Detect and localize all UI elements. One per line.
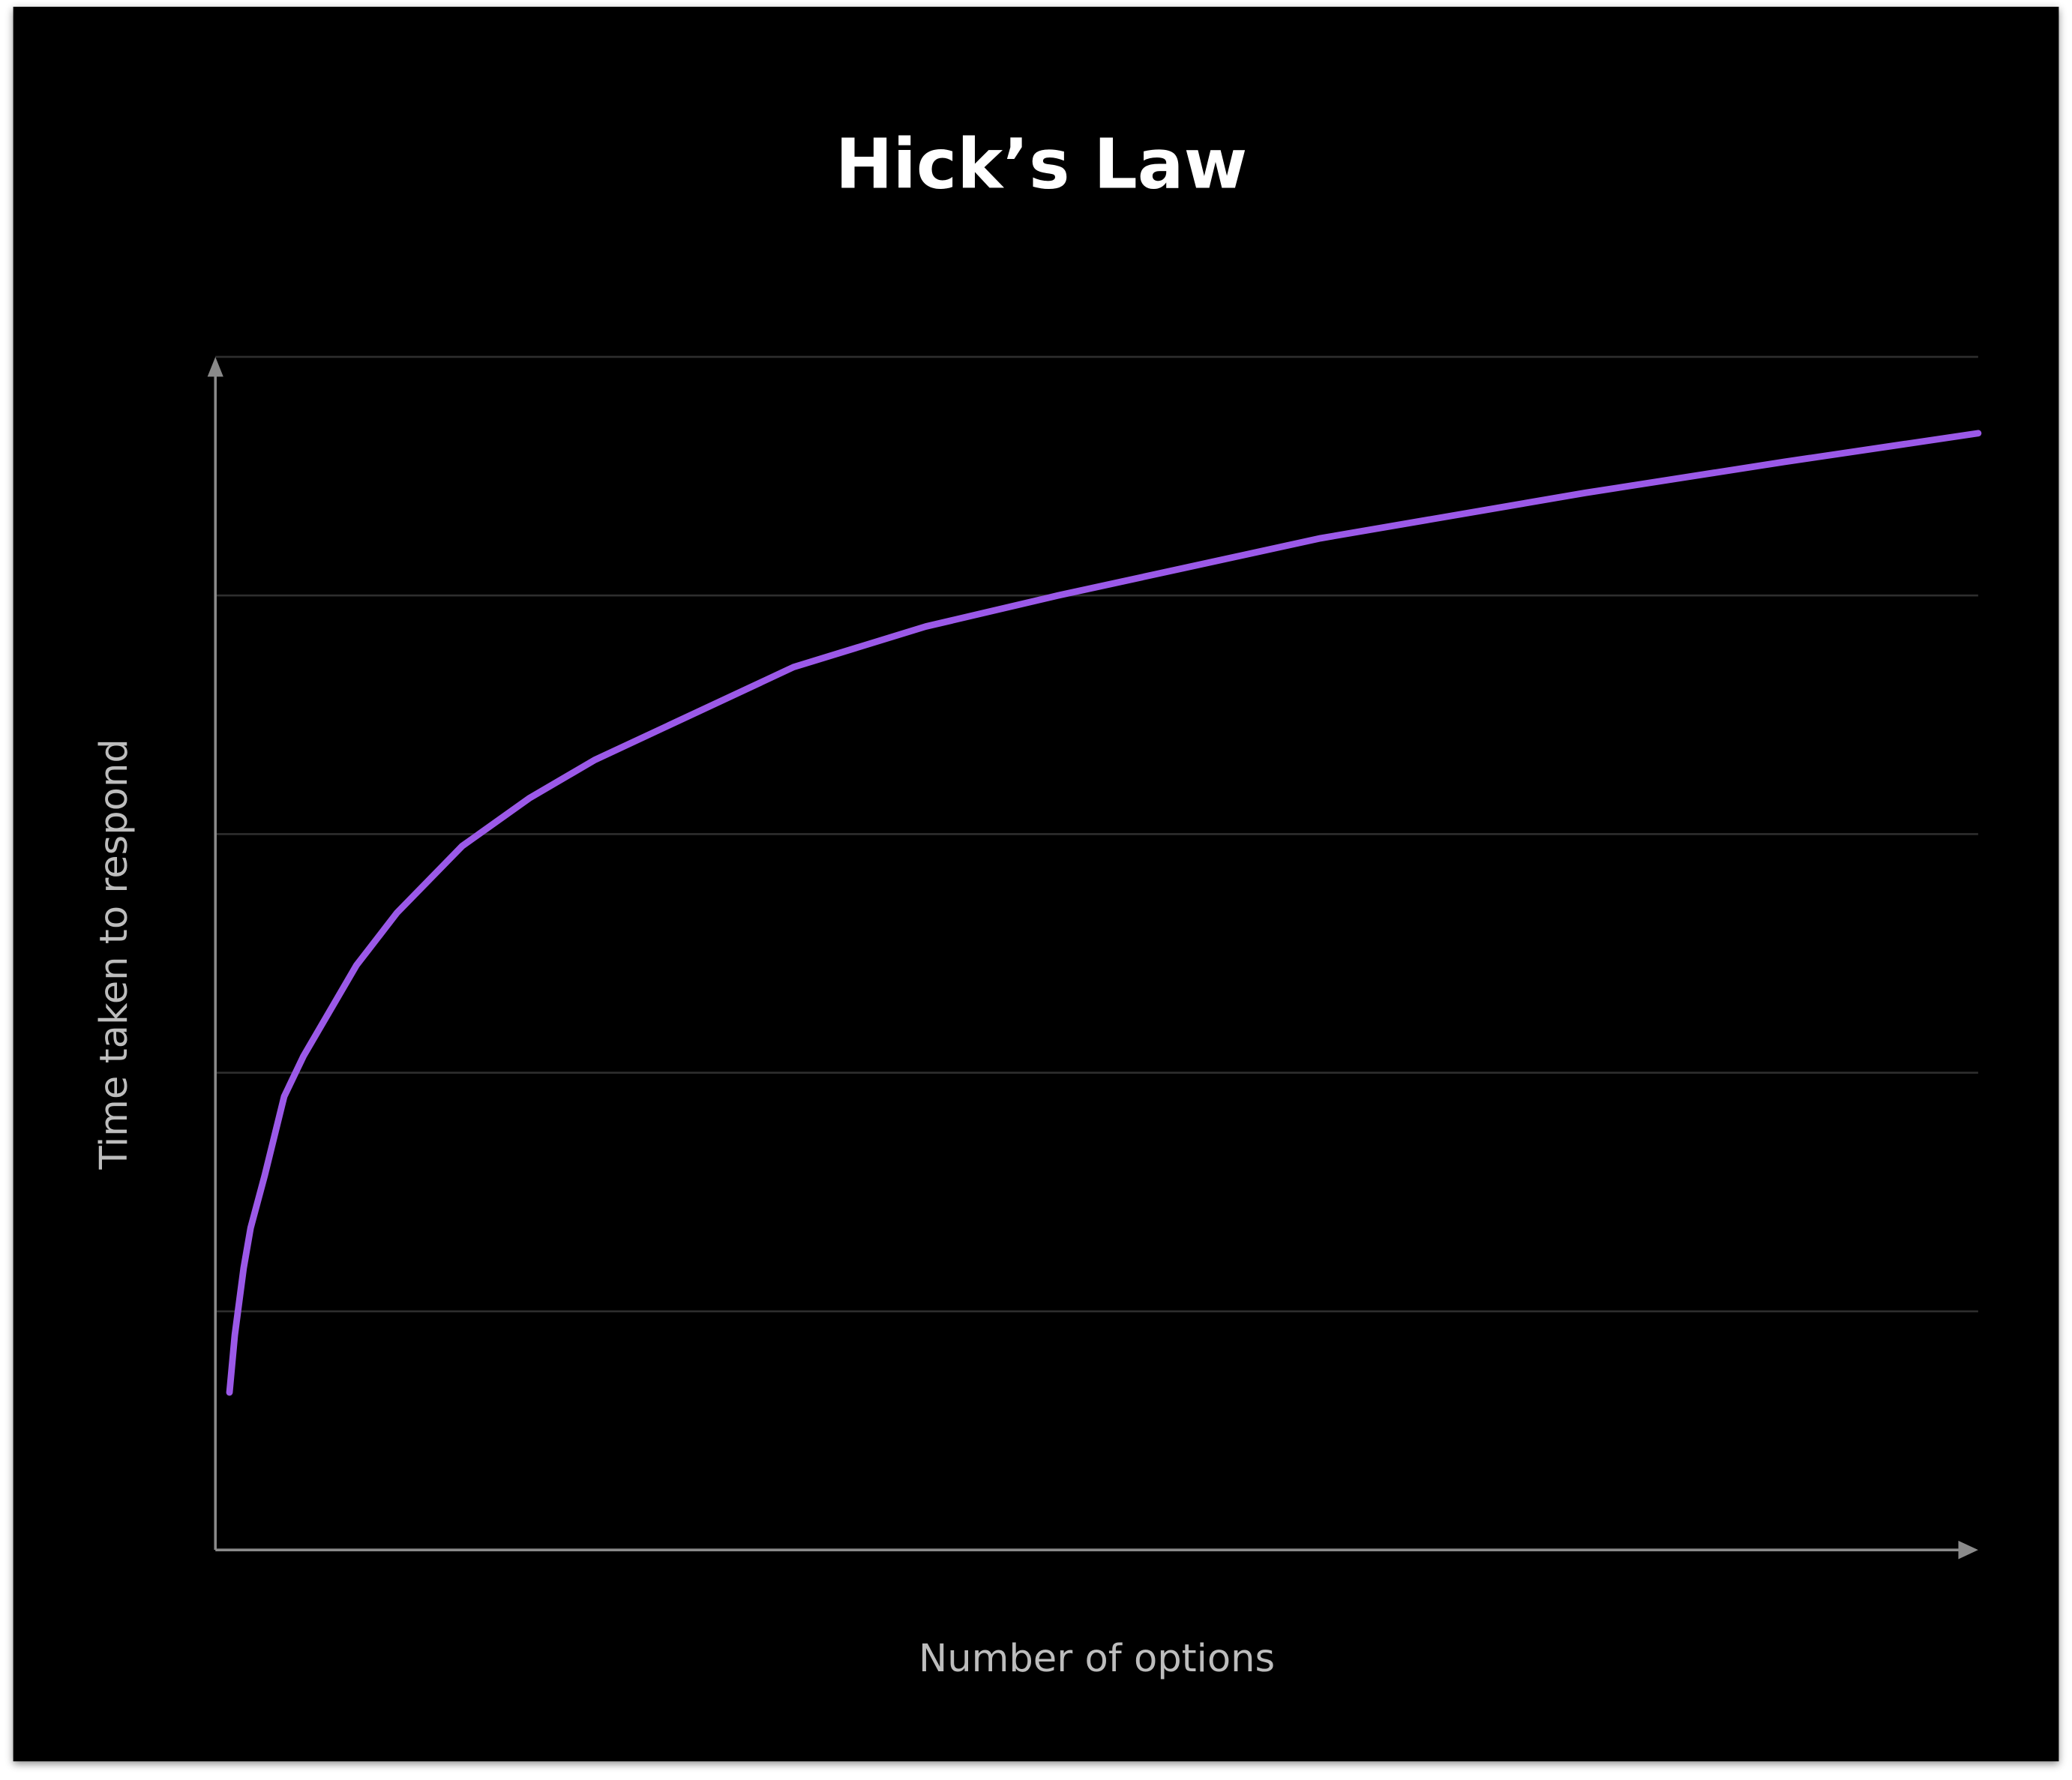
line (226, 430, 1982, 1396)
chart-title: Hick’s Law (835, 124, 1247, 205)
grid (215, 355, 1978, 1313)
x-axis-arrow (1958, 1540, 1978, 1560)
y-axis-label: Time taken to respond (92, 739, 136, 1170)
x-axis-label: Number of options (919, 1637, 1275, 1681)
y-axis-arrow (207, 356, 223, 377)
panel (13, 7, 2059, 1762)
axes (207, 356, 1978, 1560)
plot (226, 430, 1982, 1396)
